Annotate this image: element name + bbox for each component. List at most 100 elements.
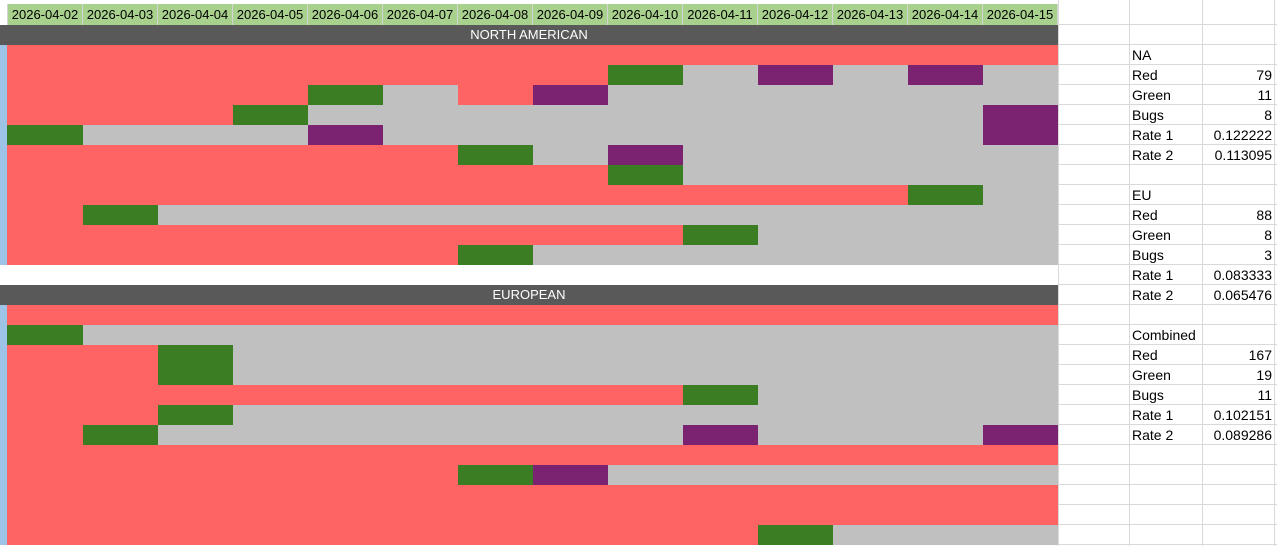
red-status-cell[interactable] — [233, 445, 308, 465]
gray-status-cell[interactable] — [608, 245, 683, 265]
gray-status-cell[interactable] — [308, 405, 383, 425]
red-status-cell[interactable] — [158, 525, 233, 545]
red-status-cell[interactable] — [233, 245, 308, 265]
gray-status-cell[interactable] — [758, 145, 833, 165]
summary-value[interactable]: 88 — [1256, 207, 1272, 223]
red-status-cell[interactable] — [158, 445, 233, 465]
red-status-cell[interactable] — [983, 505, 1058, 525]
red-status-cell[interactable] — [308, 185, 383, 205]
red-status-cell[interactable] — [233, 525, 308, 545]
date-header-cell[interactable]: 2026-04-09 — [533, 4, 608, 25]
summary-value[interactable]: 0.065476 — [1213, 287, 1272, 303]
red-status-cell[interactable] — [608, 525, 683, 545]
summary-value[interactable]: 8 — [1264, 107, 1272, 123]
red-status-cell[interactable] — [158, 165, 233, 185]
summary-label[interactable]: Red — [1132, 67, 1158, 83]
red-status-cell[interactable] — [833, 445, 908, 465]
purple-status-cell[interactable] — [308, 125, 383, 145]
red-status-cell[interactable] — [458, 445, 533, 465]
gray-status-cell[interactable] — [608, 325, 683, 345]
summary-value[interactable]: 3 — [1264, 247, 1272, 263]
gray-status-cell[interactable] — [383, 85, 458, 105]
red-status-cell[interactable] — [233, 505, 308, 525]
date-header-cell[interactable]: 2026-04-08 — [458, 4, 533, 25]
red-status-cell[interactable] — [608, 505, 683, 525]
gray-status-cell[interactable] — [758, 325, 833, 345]
gray-status-cell[interactable] — [833, 465, 908, 485]
red-status-cell[interactable] — [158, 245, 233, 265]
red-status-cell[interactable] — [833, 185, 908, 205]
red-status-cell[interactable] — [533, 225, 608, 245]
gray-status-cell[interactable] — [758, 345, 833, 365]
red-status-cell[interactable] — [458, 505, 533, 525]
red-status-cell[interactable] — [308, 525, 383, 545]
red-status-cell[interactable] — [158, 185, 233, 205]
gray-status-cell[interactable] — [908, 85, 983, 105]
red-status-cell[interactable] — [983, 45, 1058, 65]
red-status-cell[interactable] — [7, 465, 83, 485]
purple-status-cell[interactable] — [908, 65, 983, 85]
date-header-cell[interactable]: 2026-04-05 — [233, 4, 308, 25]
red-status-cell[interactable] — [7, 245, 83, 265]
gray-status-cell[interactable] — [908, 125, 983, 145]
red-status-cell[interactable] — [758, 485, 833, 505]
gray-status-cell[interactable] — [833, 345, 908, 365]
red-status-cell[interactable] — [308, 225, 383, 245]
section-header-north-american[interactable]: NORTH AMERICAN — [0, 25, 1058, 45]
red-status-cell[interactable] — [908, 45, 983, 65]
red-status-cell[interactable] — [608, 305, 683, 325]
red-status-cell[interactable] — [308, 165, 383, 185]
gray-status-cell[interactable] — [833, 225, 908, 245]
green-status-cell[interactable] — [683, 225, 758, 245]
summary-label[interactable]: Rate 1 — [1132, 407, 1174, 423]
red-status-cell[interactable] — [533, 45, 608, 65]
green-status-cell[interactable] — [308, 85, 383, 105]
red-status-cell[interactable] — [7, 365, 83, 385]
red-status-cell[interactable] — [908, 505, 983, 525]
red-status-cell[interactable] — [458, 85, 533, 105]
gray-status-cell[interactable] — [458, 425, 533, 445]
gray-status-cell[interactable] — [683, 205, 758, 225]
section-header-european[interactable]: EUROPEAN — [0, 285, 1058, 305]
summary-label[interactable]: Red — [1132, 347, 1158, 363]
gray-status-cell[interactable] — [683, 465, 758, 485]
summary-title[interactable]: Combined — [1132, 327, 1196, 343]
red-status-cell[interactable] — [233, 145, 308, 165]
red-status-cell[interactable] — [308, 385, 383, 405]
red-status-cell[interactable] — [758, 445, 833, 465]
date-header-cell[interactable]: 2026-04-02 — [7, 4, 83, 25]
summary-value[interactable]: 167 — [1248, 347, 1272, 363]
red-status-cell[interactable] — [383, 65, 458, 85]
green-status-cell[interactable] — [158, 365, 233, 385]
gray-status-cell[interactable] — [983, 185, 1058, 205]
red-status-cell[interactable] — [83, 345, 158, 365]
gray-status-cell[interactable] — [83, 125, 158, 145]
summary-label[interactable]: Rate 2 — [1132, 427, 1174, 443]
red-status-cell[interactable] — [7, 345, 83, 365]
red-status-cell[interactable] — [533, 185, 608, 205]
gray-status-cell[interactable] — [833, 405, 908, 425]
red-status-cell[interactable] — [383, 145, 458, 165]
gray-status-cell[interactable] — [758, 205, 833, 225]
date-header-cell[interactable]: 2026-04-06 — [308, 4, 383, 25]
gray-status-cell[interactable] — [758, 405, 833, 425]
red-status-cell[interactable] — [908, 305, 983, 325]
green-status-cell[interactable] — [458, 145, 533, 165]
gray-status-cell[interactable] — [833, 85, 908, 105]
gray-status-cell[interactable] — [758, 125, 833, 145]
gray-status-cell[interactable] — [308, 205, 383, 225]
red-status-cell[interactable] — [533, 305, 608, 325]
red-status-cell[interactable] — [383, 525, 458, 545]
gray-status-cell[interactable] — [908, 225, 983, 245]
gray-status-cell[interactable] — [983, 205, 1058, 225]
summary-label[interactable]: Green — [1132, 367, 1171, 383]
red-status-cell[interactable] — [83, 465, 158, 485]
gray-status-cell[interactable] — [833, 145, 908, 165]
gray-status-cell[interactable] — [908, 245, 983, 265]
gray-status-cell[interactable] — [308, 425, 383, 445]
red-status-cell[interactable] — [83, 45, 158, 65]
red-status-cell[interactable] — [7, 385, 83, 405]
gray-status-cell[interactable] — [308, 325, 383, 345]
gray-status-cell[interactable] — [908, 425, 983, 445]
purple-status-cell[interactable] — [758, 65, 833, 85]
